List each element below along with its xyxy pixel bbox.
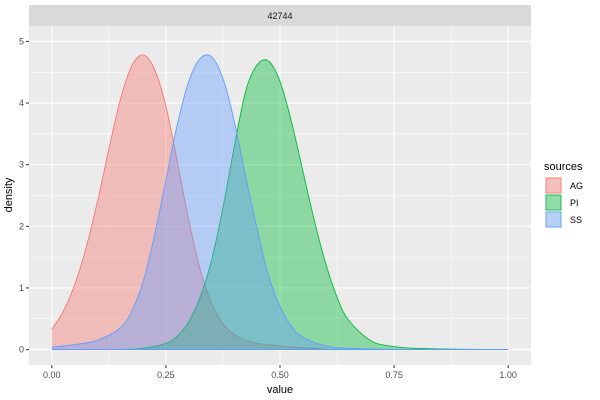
- legend: sources AG PI SS: [544, 161, 583, 228]
- x-axis-title: value: [267, 384, 293, 396]
- y-axis: 0 1 2 3 4 5: [19, 36, 29, 355]
- y-tick-label: 3: [19, 160, 24, 170]
- legend-label-ag: AG: [570, 181, 583, 191]
- legend-swatch-ss: [545, 211, 562, 228]
- x-tick-label: 0.00: [43, 370, 61, 380]
- density-area-ss: [51, 54, 509, 350]
- y-tick-label: 5: [19, 36, 24, 46]
- y-tick-label: 1: [19, 283, 24, 293]
- legend-key-bg-ag: [545, 177, 562, 194]
- legend-title: sources: [544, 161, 583, 173]
- legend-key-bg-pi: [545, 194, 562, 211]
- density-line-ag: [51, 54, 326, 350]
- x-tick-label: 1.00: [499, 370, 517, 380]
- y-tick-label: 0: [19, 345, 24, 355]
- density-line-ss: [51, 54, 509, 351]
- legend-label-ss: SS: [570, 215, 582, 225]
- x-tick-label: 0.75: [385, 370, 403, 380]
- y-tick-label: 4: [19, 98, 24, 108]
- density-line-pi: [120, 59, 509, 351]
- legend-swatch-pi: [545, 194, 562, 211]
- x-axis: 0.00 0.25 0.50 0.75 1.00: [43, 365, 517, 380]
- legend-key-bg-ss: [545, 211, 562, 228]
- legend-label-pi: PI: [570, 198, 579, 208]
- facet-label: 42744: [267, 11, 292, 21]
- x-tick-label: 0.25: [157, 370, 175, 380]
- y-tick-label: 2: [19, 221, 24, 231]
- density-area-ag: [51, 54, 326, 350]
- density-area-pi: [120, 59, 509, 350]
- legend-swatch-ag: [545, 177, 562, 194]
- legend-items: AG PI SS: [545, 177, 583, 228]
- density-areas: [51, 54, 509, 351]
- facet-strip: [29, 5, 531, 26]
- y-axis-title: density: [3, 177, 15, 212]
- x-tick-label: 0.50: [271, 370, 289, 380]
